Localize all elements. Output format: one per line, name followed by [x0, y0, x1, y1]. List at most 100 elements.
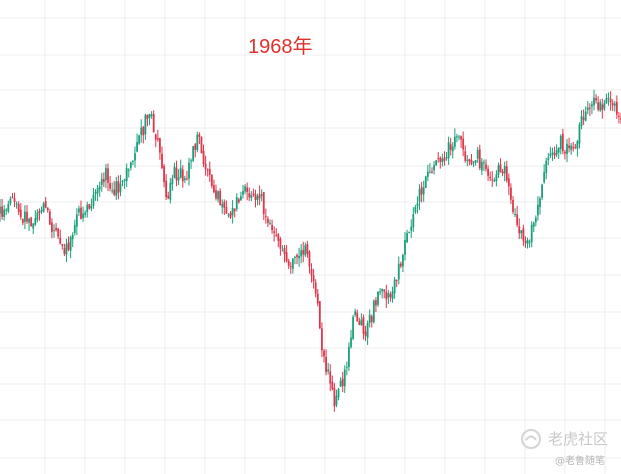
candle — [9, 196, 12, 206]
candle-body — [1, 206, 3, 217]
candle-body — [3, 209, 6, 217]
candle-body — [395, 280, 398, 282]
candle-body — [543, 172, 546, 183]
candle — [283, 244, 286, 263]
candle-body — [518, 226, 521, 234]
candle — [593, 89, 595, 111]
candle — [406, 229, 408, 243]
candle-body — [36, 212, 39, 220]
candle — [466, 155, 469, 167]
candle-body — [458, 136, 460, 138]
candle-body — [165, 180, 168, 197]
candle — [80, 200, 82, 220]
candle-body — [462, 138, 465, 150]
candle — [570, 142, 573, 155]
candle-body — [570, 145, 573, 150]
candle — [586, 101, 589, 115]
candle-body — [447, 142, 450, 159]
candle-body — [231, 208, 234, 216]
candle — [360, 313, 363, 326]
candle — [478, 144, 481, 171]
candle — [132, 160, 134, 166]
candle-body — [283, 247, 286, 254]
candle-body — [410, 226, 413, 231]
candle — [30, 216, 33, 227]
candle-body — [117, 180, 120, 193]
candle-body — [125, 168, 128, 182]
candle — [316, 289, 319, 307]
candle-body — [541, 184, 543, 198]
candle — [142, 125, 145, 144]
candle — [198, 132, 201, 145]
candle — [352, 314, 354, 341]
candle — [55, 222, 57, 232]
candle — [553, 146, 556, 160]
candle-body — [63, 248, 66, 254]
candle-body — [439, 157, 442, 162]
candle — [169, 178, 172, 204]
candle — [385, 284, 388, 308]
candle — [493, 177, 496, 183]
candle — [576, 139, 579, 157]
candle — [34, 210, 37, 226]
candle-body — [422, 187, 425, 195]
candle — [73, 219, 76, 236]
candle — [609, 91, 612, 111]
candle — [105, 163, 107, 189]
candle-body — [501, 171, 504, 174]
candles — [0, 89, 621, 412]
candle-body — [586, 107, 589, 111]
candle — [547, 152, 550, 166]
candle-body — [296, 255, 298, 258]
candle-body — [358, 321, 361, 325]
candle-body — [13, 198, 16, 202]
candle — [78, 205, 80, 216]
candle-body — [574, 146, 577, 148]
candle — [82, 206, 84, 222]
candle-body — [264, 216, 267, 218]
candle — [333, 383, 336, 412]
candle-body — [179, 167, 182, 178]
candle — [474, 159, 477, 166]
candle — [7, 200, 10, 214]
candle-body — [167, 195, 170, 199]
candle-body — [381, 288, 384, 292]
candle-body — [61, 244, 64, 246]
candle-body — [524, 241, 527, 243]
candle — [102, 172, 105, 187]
candle — [181, 165, 184, 188]
candle — [501, 168, 504, 177]
candle-body — [294, 257, 296, 259]
candle — [127, 168, 130, 178]
candle — [32, 222, 35, 235]
candle-body — [418, 189, 421, 202]
candle — [63, 243, 66, 257]
candle — [399, 261, 402, 269]
candle-body — [576, 141, 579, 149]
candle-body — [17, 204, 20, 212]
candle-body — [59, 237, 62, 244]
candle-body — [329, 371, 332, 384]
candle — [17, 201, 20, 216]
candle — [387, 290, 390, 304]
candle-body — [127, 169, 130, 171]
candle — [545, 157, 548, 180]
candle-body — [217, 191, 219, 200]
candle — [1, 198, 3, 220]
candle — [279, 236, 282, 256]
candle-body — [528, 241, 531, 243]
candle — [574, 143, 577, 150]
candle — [300, 243, 303, 264]
candle — [424, 175, 427, 189]
candle-body — [159, 138, 161, 153]
candle — [121, 179, 124, 187]
candle-body — [65, 244, 68, 255]
candle — [485, 159, 487, 172]
candle — [329, 364, 332, 392]
candle — [262, 191, 265, 220]
candle-body — [132, 160, 134, 162]
candle — [327, 362, 330, 375]
candle — [0, 199, 1, 222]
candle-body — [377, 291, 379, 305]
candle — [611, 99, 614, 112]
